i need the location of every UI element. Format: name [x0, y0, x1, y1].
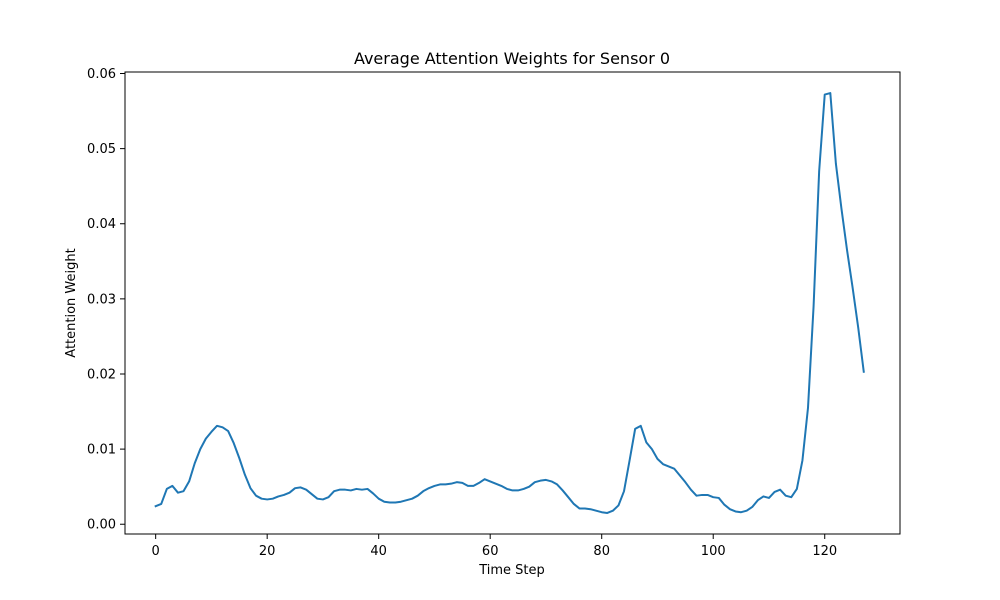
series-layer: [154, 92, 865, 514]
x-tick-label: 0: [152, 544, 160, 559]
axes-frame: [124, 71, 901, 535]
y-tick-label: 0.05: [87, 142, 116, 157]
chart-title: Average Attention Weights for Sensor 0: [354, 49, 670, 68]
y-tick-label: 0.02: [87, 367, 116, 382]
x-axis-label: Time Step: [478, 563, 545, 578]
y-tick-label: 0.03: [87, 292, 116, 307]
y-tick-label: 0.00: [87, 518, 116, 533]
series-line-0: [154, 92, 865, 514]
y-axis-label: Attention Weight: [64, 248, 79, 357]
y-axis: 0.00 0.01 0.02 0.03 0.04 0.05 0.06: [87, 67, 125, 533]
x-tick-label: 20: [259, 544, 276, 559]
x-tick-label: 60: [482, 544, 499, 559]
y-tick-label: 0.01: [87, 443, 116, 458]
y-tick-label: 0.04: [87, 217, 116, 232]
x-tick-label: 80: [593, 544, 610, 559]
x-axis: 0 20 40 60 80 100 120: [152, 534, 837, 559]
x-tick-label: 40: [370, 544, 387, 559]
y-tick-label: 0.06: [87, 67, 116, 82]
plot-area: [124, 71, 901, 535]
x-tick-label: 120: [812, 544, 837, 559]
x-tick-label: 100: [701, 544, 726, 559]
